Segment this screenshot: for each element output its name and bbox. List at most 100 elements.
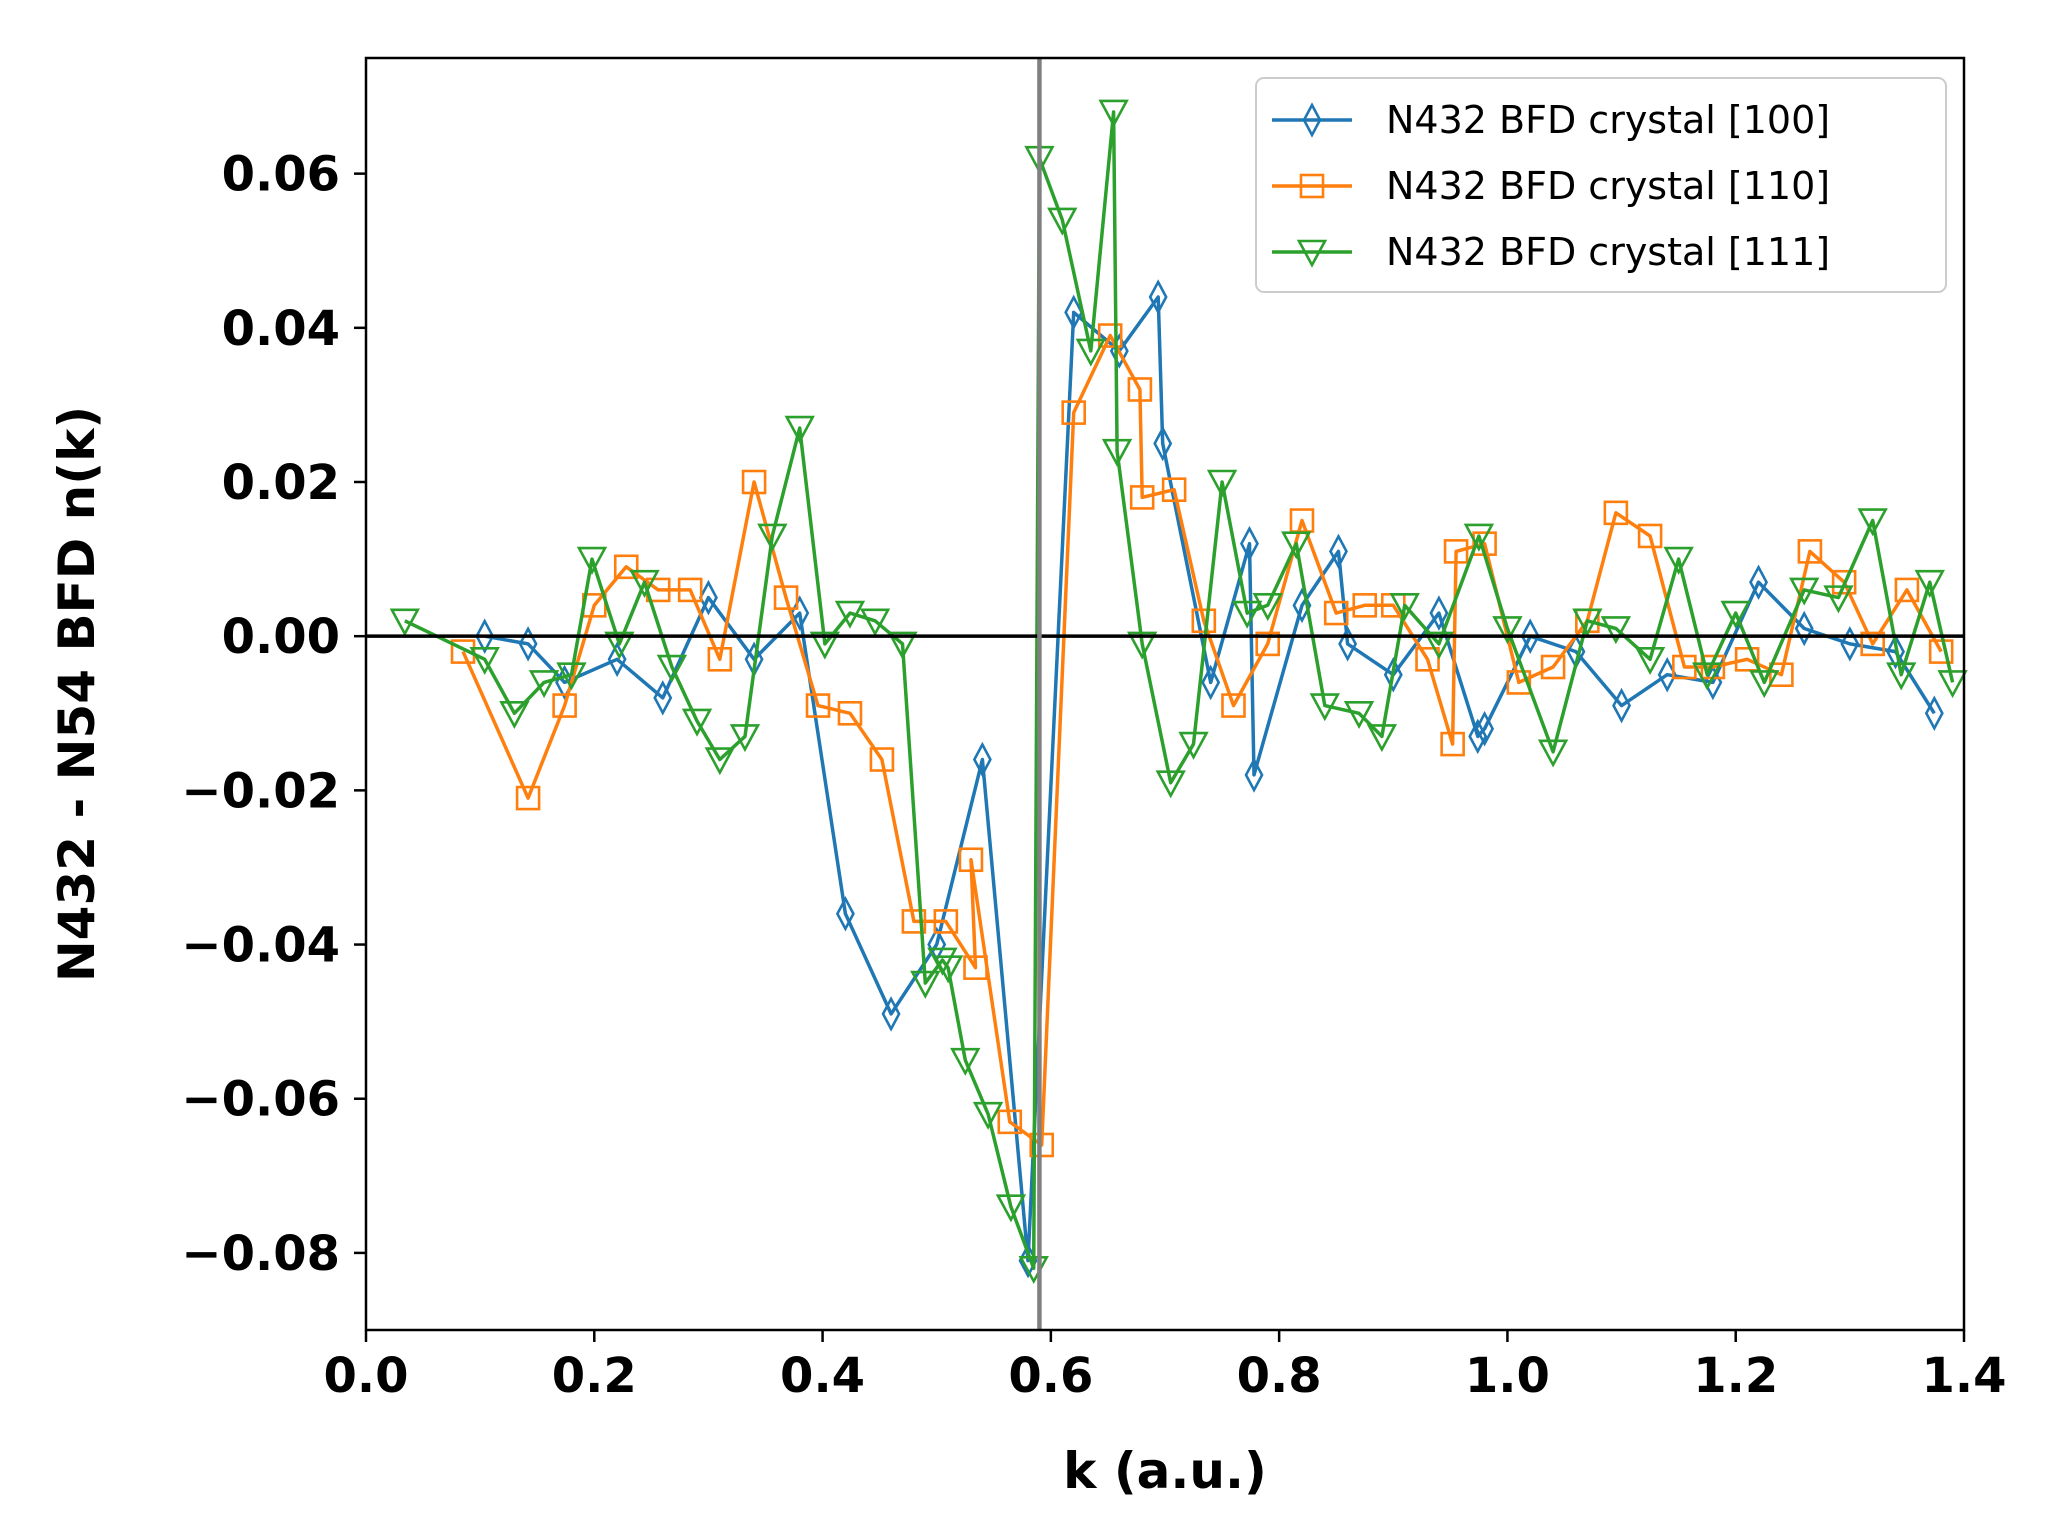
legend-marker xyxy=(1296,239,1328,268)
series-2 xyxy=(450,323,1954,1158)
series-1-point xyxy=(1468,718,1488,755)
series-3-point xyxy=(1232,600,1263,629)
series-1-point xyxy=(1612,687,1632,724)
series-2-point xyxy=(1637,523,1663,549)
x-tick-label: 0.0 xyxy=(323,1348,408,1404)
series-2-point xyxy=(707,647,733,672)
series-2-point xyxy=(1161,477,1187,503)
x-tick-label: 0.2 xyxy=(552,1348,637,1404)
series-3-point xyxy=(757,523,788,552)
series-3-point xyxy=(681,708,713,737)
series-2-point xyxy=(613,554,639,580)
series-2-point xyxy=(805,693,831,718)
series-1-point xyxy=(1148,279,1168,315)
series-2-point xyxy=(1440,731,1465,757)
series-3-point xyxy=(1101,438,1133,467)
series-2-point xyxy=(901,909,927,934)
series-2-line xyxy=(461,333,1943,1147)
series-3-point xyxy=(1937,670,1968,699)
series-3-point xyxy=(995,1194,1027,1223)
series-3-point xyxy=(729,724,761,753)
series-2-point xyxy=(1323,600,1349,626)
series-1-point xyxy=(698,579,718,616)
series-1-point xyxy=(653,680,673,716)
series-3-point xyxy=(1537,739,1569,768)
series-2-point xyxy=(1506,670,1532,695)
series-1-point xyxy=(1520,618,1540,654)
series-3-point xyxy=(1463,523,1495,552)
series-3-point xyxy=(1572,608,1603,637)
series-3-point xyxy=(1126,631,1158,660)
series-3-point xyxy=(1600,616,1632,645)
series-3-point xyxy=(1309,693,1340,722)
y-tick-label: −0.06 xyxy=(181,1072,340,1128)
y-tick-label: 0.06 xyxy=(222,147,340,203)
series-2-point xyxy=(1603,500,1629,526)
y-tick-label: −0.04 xyxy=(181,918,340,974)
series-1-point xyxy=(972,741,992,778)
series-2-point xyxy=(1129,485,1155,510)
legend-item-1: N432 BFD crystal [100] xyxy=(1272,98,1830,142)
legend-label: N432 BFD crystal [111] xyxy=(1386,230,1830,274)
series-2-point xyxy=(1221,693,1246,718)
series-3-point xyxy=(604,631,635,660)
series-3-point xyxy=(1914,569,1945,598)
series-3-point xyxy=(469,647,500,676)
series-2-point xyxy=(1443,539,1469,564)
legend-marker xyxy=(1302,102,1322,138)
series-3-point xyxy=(1492,616,1523,645)
series-3-point xyxy=(834,600,866,629)
legend-box xyxy=(1255,77,1947,293)
series-1-point xyxy=(1329,533,1348,570)
series-1-point xyxy=(1429,595,1449,631)
series-1-point xyxy=(1244,757,1264,793)
series-2-point xyxy=(1029,1132,1055,1158)
series-3-point xyxy=(1075,338,1106,367)
series-1-point xyxy=(1201,664,1221,701)
series-2-point xyxy=(1352,593,1378,618)
series-2-point xyxy=(1860,631,1885,657)
series-3-point xyxy=(1857,508,1888,537)
y-tick-label: −0.02 xyxy=(181,763,340,819)
series-3-point xyxy=(629,569,660,598)
series-2-point xyxy=(958,847,984,873)
x-tick-label: 0.8 xyxy=(1237,1348,1322,1404)
series-3-line xyxy=(404,110,1955,1271)
series-1-point xyxy=(881,996,901,1032)
series-2-point xyxy=(1415,647,1440,672)
series-3-point xyxy=(1178,731,1209,760)
series-2-point xyxy=(515,785,541,811)
y-tick-label: −0.08 xyxy=(181,1226,340,1282)
series-3-point xyxy=(528,670,560,699)
series-1-point xyxy=(1749,564,1769,600)
reference-lines xyxy=(366,58,1964,1330)
y-tick-label: 0.02 xyxy=(222,455,340,511)
series-1-point xyxy=(1794,610,1814,647)
series-3-point xyxy=(1366,724,1398,753)
y-axis-label: N432 - N54 BFD n(k) xyxy=(48,406,106,982)
x-tick-label: 1.2 xyxy=(1693,1348,1778,1404)
series-3-point xyxy=(556,662,587,691)
series-3-point xyxy=(972,1101,1004,1130)
legend: N432 BFD crystal [100] N432 BFD crystal [… xyxy=(1255,77,1947,293)
series-3-point xyxy=(927,947,958,976)
series-2-point xyxy=(837,700,863,726)
series-2-point xyxy=(1540,654,1566,680)
series-3 xyxy=(389,99,1968,1285)
series-3-point xyxy=(784,415,815,444)
series-3-point xyxy=(1886,662,1917,691)
series-3-point xyxy=(809,631,841,660)
series-3-point xyxy=(1691,662,1723,691)
series-3-point xyxy=(1155,770,1186,799)
x-axis-label: k (a.u.) xyxy=(1063,1442,1267,1500)
series-1-point xyxy=(1840,626,1860,662)
x-tick-label: 1.4 xyxy=(1921,1348,2006,1404)
y-tick-label: 0.00 xyxy=(222,609,340,665)
series-3-point xyxy=(1749,670,1780,699)
series-3-point xyxy=(499,700,530,730)
series-3-point xyxy=(1343,700,1375,730)
series-3-point xyxy=(1047,207,1078,236)
series-2-point xyxy=(1061,400,1086,425)
series-1-point xyxy=(1383,656,1403,693)
